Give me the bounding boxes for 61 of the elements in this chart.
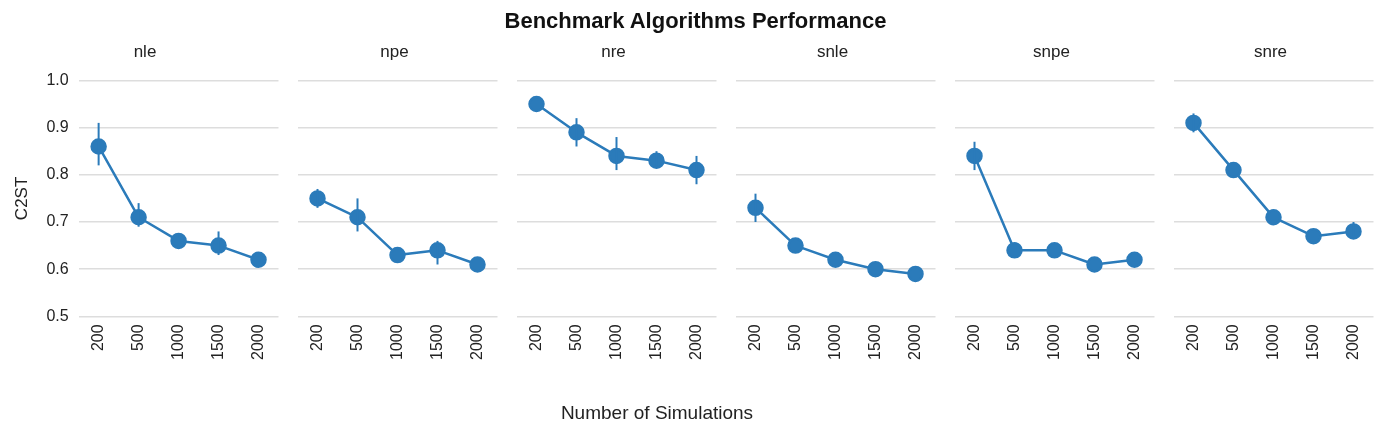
chart-title: snle bbox=[816, 41, 849, 61]
point bbox=[389, 246, 406, 264]
x-tick-label: 1500 bbox=[646, 324, 664, 360]
y-axis-title: C2ST bbox=[11, 176, 31, 221]
x-tick-label: 1500 bbox=[208, 324, 226, 360]
x-tick-label: 1500 bbox=[865, 324, 883, 360]
chart-title: npe bbox=[380, 41, 409, 61]
x-tick-label: 500 bbox=[785, 324, 803, 352]
x-tick-label: 2000 bbox=[686, 324, 704, 360]
chart-title: snpe bbox=[1033, 41, 1070, 61]
y-tick-label: 0.9 bbox=[46, 118, 69, 136]
x-tick-label: 1000 bbox=[1044, 324, 1062, 360]
x-tick-label: 500 bbox=[129, 324, 147, 352]
point bbox=[827, 251, 844, 269]
x-tick-label: 1000 bbox=[168, 324, 186, 360]
x-tick-label: 500 bbox=[1004, 324, 1022, 352]
x-tick-label: 500 bbox=[347, 324, 365, 352]
x-tick-label: 1000 bbox=[606, 324, 624, 360]
point bbox=[1086, 256, 1103, 273]
x-tick-label: 200 bbox=[526, 324, 544, 352]
point bbox=[1265, 209, 1282, 226]
x-tick-label: 1500 bbox=[427, 324, 445, 360]
x-tick-label: 1500 bbox=[1084, 324, 1102, 360]
x-tick-label: 200 bbox=[964, 324, 982, 352]
x-tick-label: 200 bbox=[1183, 324, 1201, 352]
x-tick-label: 2000 bbox=[1124, 324, 1142, 360]
x-tick-label: 2000 bbox=[1343, 324, 1361, 360]
point bbox=[1046, 242, 1063, 259]
point bbox=[469, 256, 486, 273]
x-axis-title: Number of Simulations bbox=[560, 402, 754, 424]
y-tick-label: 0.8 bbox=[46, 165, 69, 183]
x-tick-label: 1500 bbox=[1303, 324, 1321, 360]
x-tick-label: 500 bbox=[566, 324, 584, 352]
point bbox=[1126, 251, 1143, 269]
point bbox=[1305, 227, 1322, 245]
point bbox=[907, 265, 924, 283]
y-tick-label: 0.7 bbox=[46, 212, 69, 230]
x-tick-label: 1000 bbox=[1263, 324, 1281, 360]
point bbox=[528, 95, 545, 113]
y-tick-label: 0.6 bbox=[46, 259, 69, 277]
point bbox=[1225, 161, 1242, 179]
point bbox=[787, 237, 804, 254]
point bbox=[1006, 242, 1023, 259]
x-tick-label: 1000 bbox=[387, 324, 405, 360]
chart-title: nre bbox=[601, 41, 626, 61]
y-tick-label: 1.0 bbox=[46, 70, 69, 88]
point bbox=[250, 251, 267, 269]
x-tick-label: 200 bbox=[307, 324, 325, 352]
text: Benchmark Algorithms Performance bbox=[503, 8, 888, 35]
x-tick-label: 200 bbox=[745, 324, 763, 352]
x-tick-label: 2000 bbox=[467, 324, 485, 360]
x-tick-label: 500 bbox=[1223, 324, 1241, 352]
chart-title: nle bbox=[133, 41, 157, 61]
point bbox=[170, 232, 187, 250]
y-tick-label: 0.5 bbox=[46, 306, 69, 324]
x-tick-label: 2000 bbox=[905, 324, 923, 360]
chart-title: snre bbox=[1253, 41, 1288, 61]
point bbox=[867, 260, 884, 278]
x-tick-label: 2000 bbox=[248, 324, 266, 360]
x-tick-label: 200 bbox=[89, 324, 107, 352]
x-tick-label: 1000 bbox=[825, 324, 843, 360]
